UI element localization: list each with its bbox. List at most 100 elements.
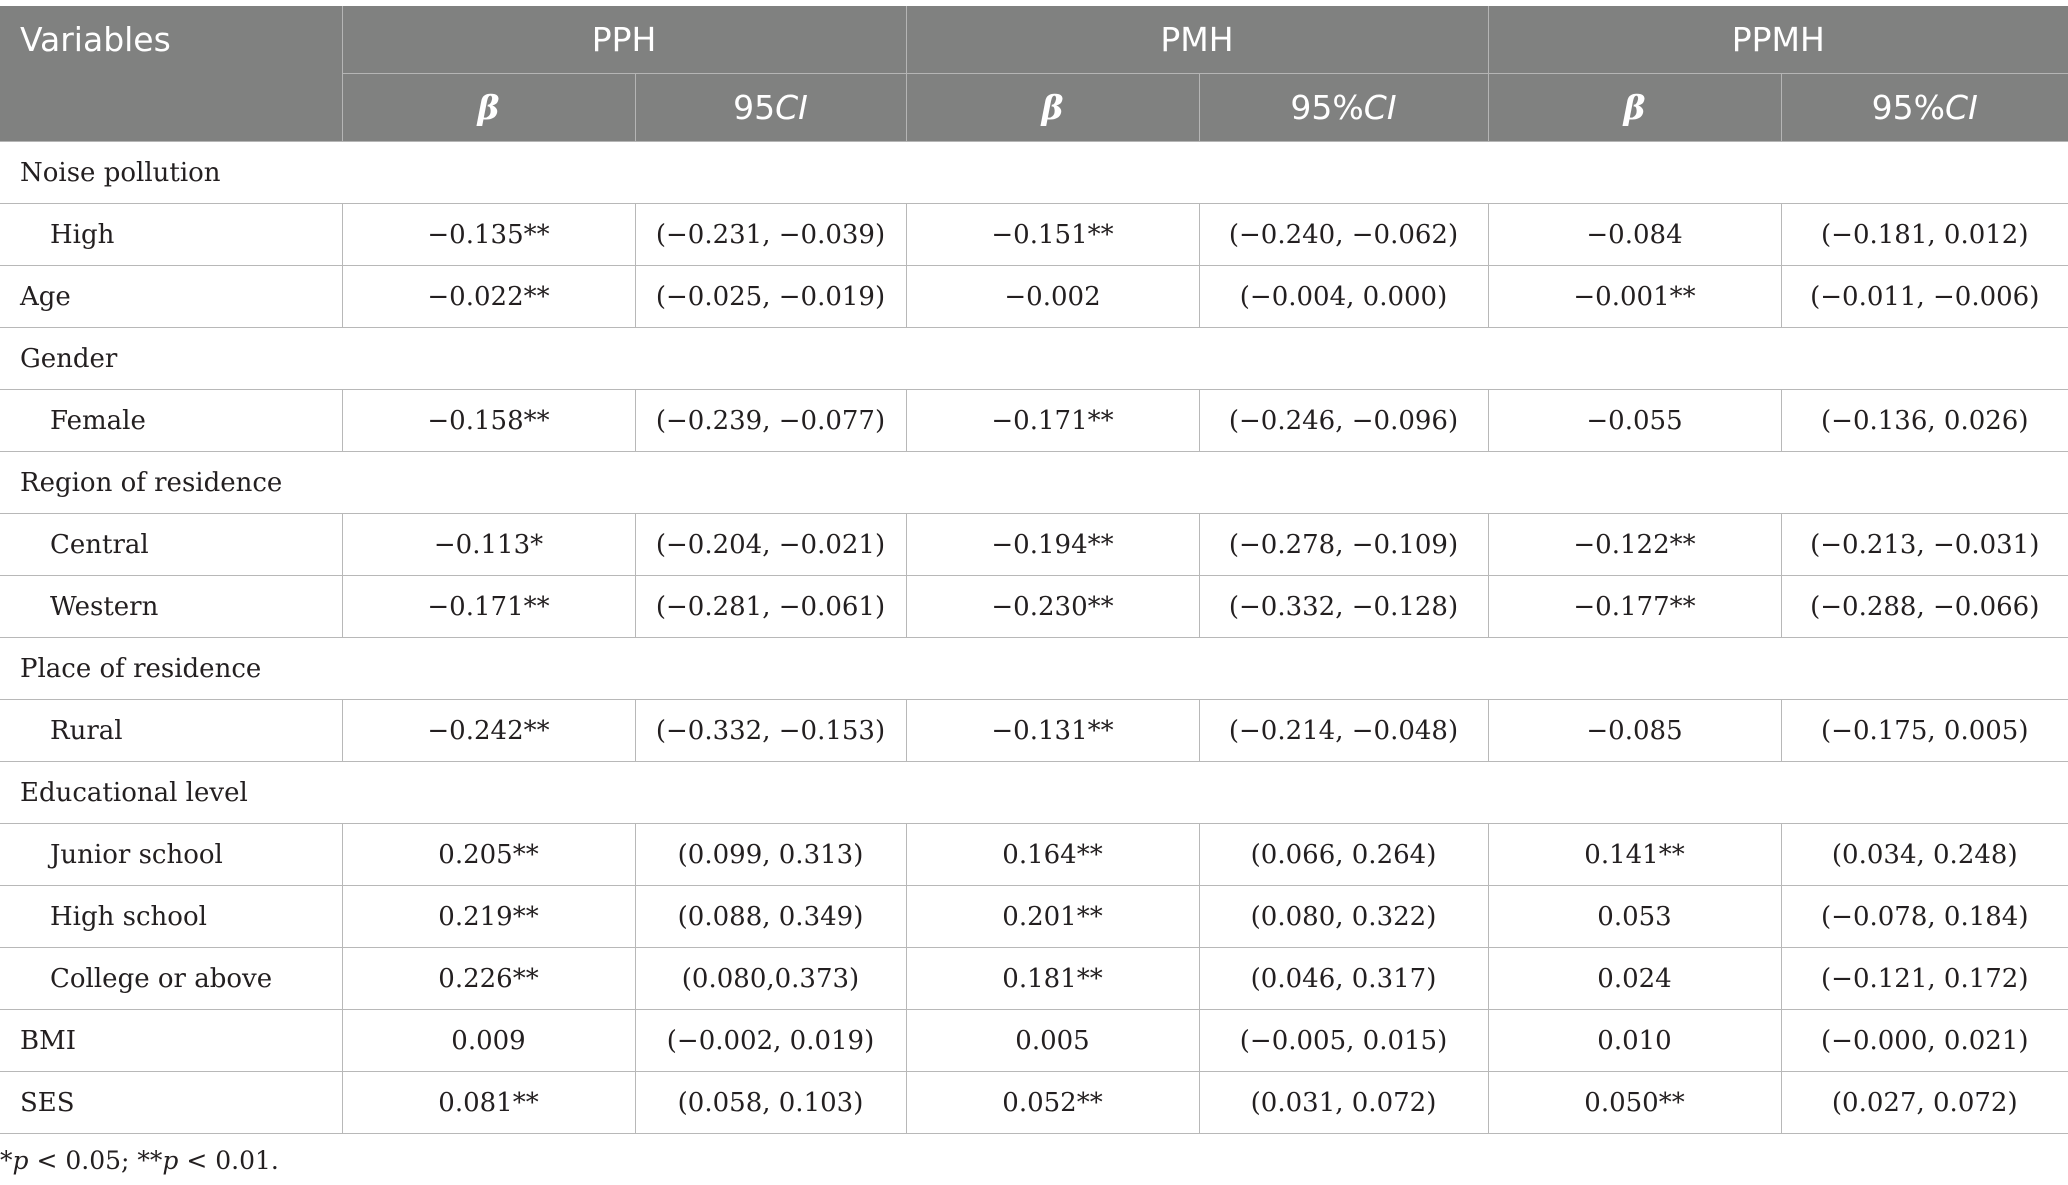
beta-cell: −0.242** [341, 699, 636, 762]
ci-cell: (−0.002, 0.019) [634, 1009, 907, 1072]
ci-cell: (−0.281, −0.061) [634, 575, 907, 638]
row-label: Junior school [0, 823, 343, 886]
table-row: Rural −0.242** (−0.332, −0.153) −0.131** (−0… [0, 699, 2068, 762]
ci-cell: (−0.288, −0.066) [1780, 575, 2068, 638]
group-label: Gender [0, 327, 342, 390]
beta-cell: −0.135** [341, 203, 636, 266]
beta-cell: −0.113* [341, 513, 636, 576]
beta-cell: 0.053 [1487, 885, 1782, 948]
beta-cell: −0.177** [1487, 575, 1782, 638]
footnote-p: p [12, 1146, 29, 1175]
table-row: Central −0.113* (−0.204, −0.021) −0.194** (−… [0, 513, 2068, 576]
beta-cell: 0.024 [1487, 947, 1782, 1010]
ci-cell: (−0.278, −0.109) [1198, 513, 1489, 576]
group-row: Educational level [0, 761, 2068, 824]
group-row: Noise pollution [0, 141, 2068, 204]
ci-cell: (0.066, 0.264) [1198, 823, 1489, 886]
beta-header: β [1487, 73, 1781, 142]
row-label: Central [0, 513, 343, 576]
beta-cell: −0.022** [341, 265, 636, 328]
ci-cell: (0.046, 0.317) [1198, 947, 1489, 1010]
table-row: Junior school 0.205** (0.099, 0.313) 0.164*… [0, 823, 2068, 886]
regression-table: Variables PPH PMH PPMH β 95CI β 95%CI β … [0, 6, 2068, 1134]
ci-header: 95%CI [1780, 73, 2068, 142]
table-row: Western −0.171** (−0.281, −0.061) −0.230**(… [0, 575, 2068, 638]
row-label: High [0, 203, 343, 266]
beta-cell: −0.171** [341, 575, 636, 638]
ci-cell: (−0.231, −0.039) [634, 203, 907, 266]
ci-cell: (0.034, 0.248) [1780, 823, 2068, 886]
ci-italic-label: CI [1945, 88, 1978, 127]
row-label: College or above [0, 947, 343, 1010]
beta-cell: −0.055 [1487, 389, 1782, 452]
table-body: Noise pollution High −0.135** (−0.231, −0.0… [0, 141, 2068, 1134]
beta-header: β [341, 73, 635, 142]
header-row-groups: Variables PPH PMH PPMH [0, 6, 2068, 142]
group-header-pmh: PMH [905, 6, 1488, 74]
beta-header: β [905, 73, 1199, 142]
group-filler [342, 637, 2068, 700]
table-row: BMI 0.009 (−0.002, 0.019) 0.005 (−0.005, 0.0… [0, 1009, 2068, 1072]
row-label: Western [0, 575, 343, 638]
footnote-p: p [162, 1146, 179, 1175]
beta-cell: −0.084 [1487, 203, 1782, 266]
ci-cell: (−0.000, 0.021) [1780, 1009, 2068, 1072]
beta-cell: −0.151** [905, 203, 1200, 266]
ci-cell: (−0.214, −0.048) [1198, 699, 1489, 762]
beta-cell: −0.171** [905, 389, 1200, 452]
ci-cell: (−0.078, 0.184) [1780, 885, 2068, 948]
beta-cell: 0.181** [905, 947, 1200, 1010]
group-filler [342, 761, 2068, 824]
ci-cell: (−0.204, −0.021) [634, 513, 907, 576]
beta-cell: −0.001** [1487, 265, 1782, 328]
ci-cell: (0.080, 0.322) [1198, 885, 1489, 948]
beta-cell: −0.122** [1487, 513, 1782, 576]
beta-cell: 0.141** [1487, 823, 1782, 886]
beta-cell: 0.052** [905, 1071, 1200, 1134]
ci-cell: (0.027, 0.072) [1780, 1071, 2068, 1134]
ci-header: 95%CI [1198, 73, 1488, 142]
beta-cell: 0.050** [1487, 1071, 1782, 1134]
footnote: *p < 0.05; **p < 0.01. [0, 1146, 279, 1175]
group-label: Place of residence [0, 637, 342, 700]
row-label: BMI [0, 1009, 343, 1072]
group-row: Region of residence [0, 451, 2068, 514]
beta-cell: 0.010 [1487, 1009, 1782, 1072]
ci-cell: (−0.121, 0.172) [1780, 947, 2068, 1010]
row-label: High school [0, 885, 343, 948]
ci-prefix: 95% [1290, 88, 1364, 127]
row-label: Age [0, 265, 343, 328]
table-row: College or above 0.226** (0.080,0.373) 0.18… [0, 947, 2068, 1010]
ci-cell: (−0.175, 0.005) [1780, 699, 2068, 762]
beta-cell: 0.201** [905, 885, 1200, 948]
table-row: Age −0.022** (−0.025, −0.019) −0.002 (−0.004… [0, 265, 2068, 328]
ci-cell: (−0.181, 0.012) [1780, 203, 2068, 266]
ci-italic-label: CI [1363, 88, 1397, 127]
row-label: Rural [0, 699, 343, 762]
row-label: Female [0, 389, 343, 452]
ci-cell: (0.031, 0.072) [1198, 1071, 1489, 1134]
ci-cell: (−0.136, 0.026) [1780, 389, 2068, 452]
group-label: Region of residence [0, 451, 342, 514]
group-header-ppmh: PPMH [1487, 6, 2068, 74]
header-row-subcolumns: β 95CI β 95%CI β 95%CI [0, 73, 2068, 142]
beta-cell: −0.131** [905, 699, 1200, 762]
ci-prefix: 95 [733, 88, 776, 127]
beta-cell: −0.194** [905, 513, 1200, 576]
ci-cell: (−0.332, −0.153) [634, 699, 907, 762]
beta-cell: −0.085 [1487, 699, 1782, 762]
ci-cell: (0.099, 0.313) [634, 823, 907, 886]
beta-cell: 0.205** [341, 823, 636, 886]
beta-cell: 0.226** [341, 947, 636, 1010]
beta-cell: 0.005 [905, 1009, 1200, 1072]
beta-cell: 0.009 [341, 1009, 636, 1072]
beta-cell: −0.158** [341, 389, 636, 452]
table-row: Female −0.158** (−0.239, −0.077) −0.171** (−… [0, 389, 2068, 452]
ci-prefix: 95% [1871, 88, 1946, 127]
beta-cell: 0.081** [341, 1071, 636, 1134]
group-row: Gender [0, 327, 2068, 390]
ci-cell: (−0.011, −0.006) [1780, 265, 2068, 328]
ci-cell: (−0.213, −0.031) [1780, 513, 2068, 576]
beta-cell: 0.164** [905, 823, 1200, 886]
ci-cell: (−0.005, 0.015) [1198, 1009, 1489, 1072]
